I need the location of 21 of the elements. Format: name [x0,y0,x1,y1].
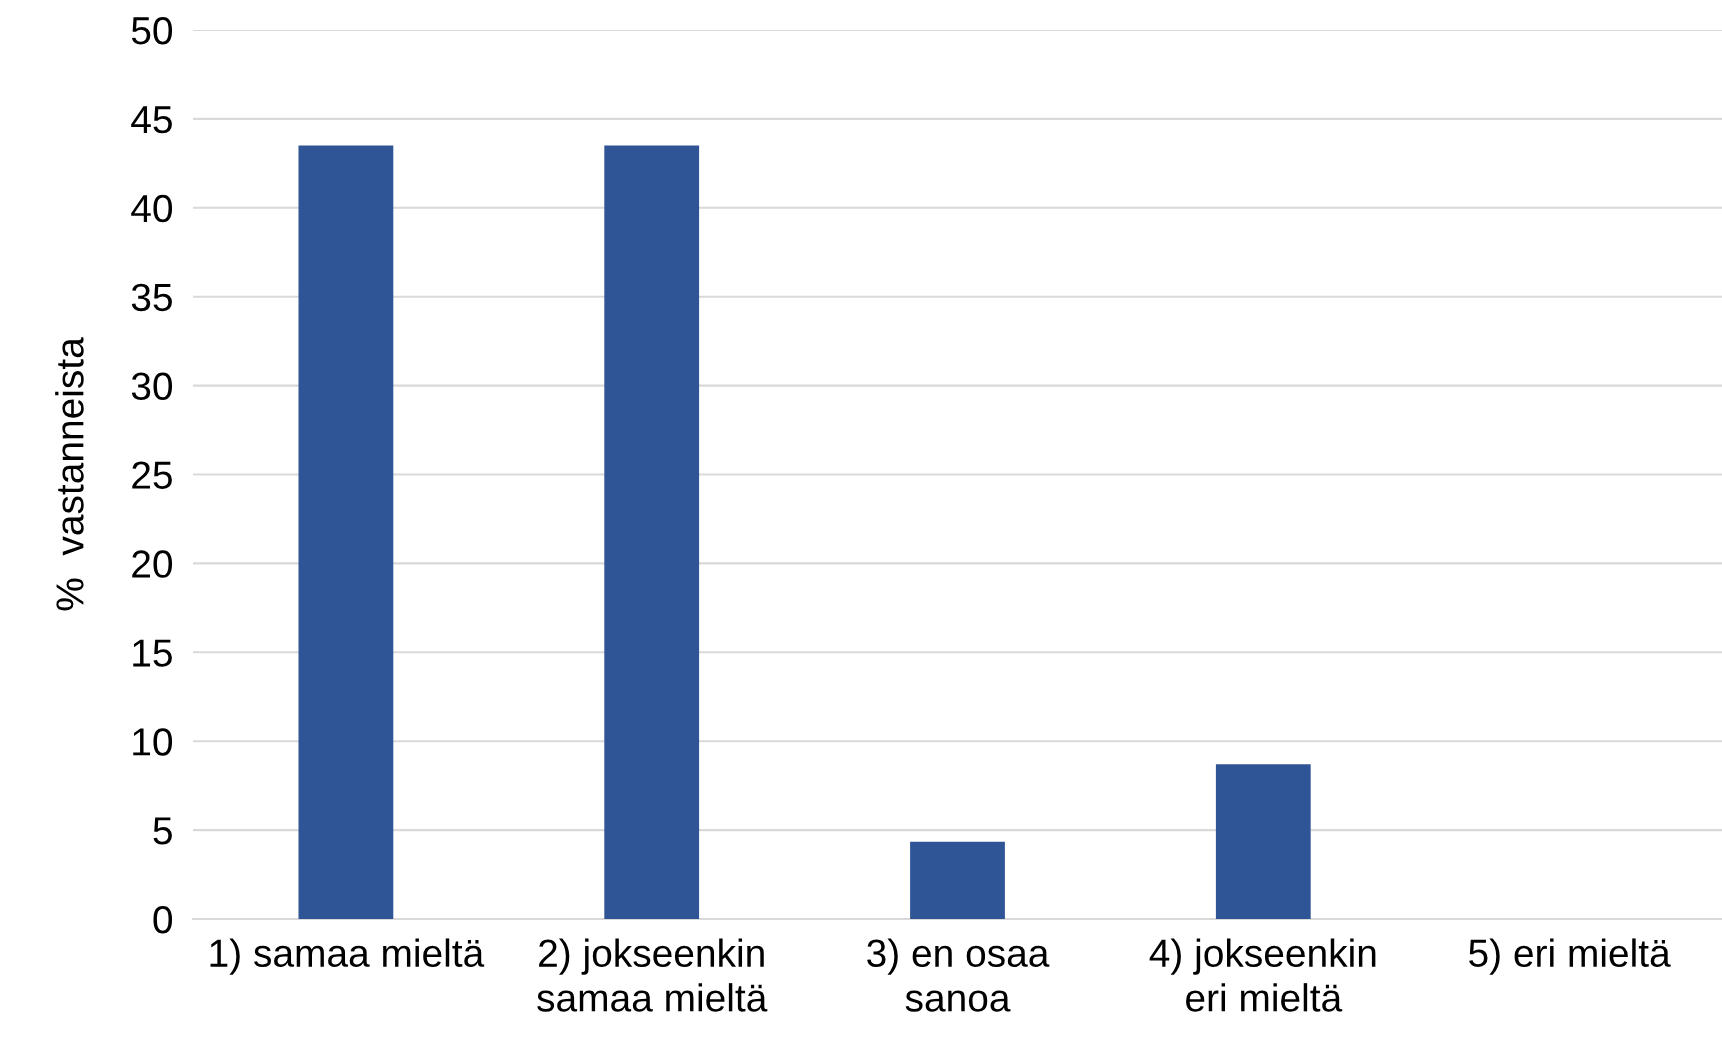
y-axis-title: % vastanneista [55,337,84,611]
y-tick-label: 45 [131,106,172,134]
y-tick-label: 20 [132,550,173,578]
bar [298,145,394,919]
y-tick-label: 30 [131,372,173,401]
bar [910,841,1005,919]
y-tick-label: 50 [131,16,173,45]
y-tick-label: 0 [153,905,173,934]
x-tick-label: 3) en osaa sanoa [867,938,1050,1012]
x-tick-label: 5) eri mieltä [1469,938,1671,975]
y-tick-label: 35 [131,283,172,312]
y-tick-label: 40 [131,194,173,223]
bar [1215,764,1311,919]
y-tick-label: 25 [132,461,172,489]
x-tick-label: 2) jokseenkin samaa mieltä [537,938,768,1012]
x-tick-label: 1) samaa mieltä [210,938,485,975]
x-tick-label: 4) jokseenkin eri mieltä [1149,938,1376,1012]
y-tick-label: 5 [153,817,172,845]
y-tick-label: 15 [133,639,172,667]
y-tick-label: 10 [133,728,173,756]
bar [604,145,700,919]
